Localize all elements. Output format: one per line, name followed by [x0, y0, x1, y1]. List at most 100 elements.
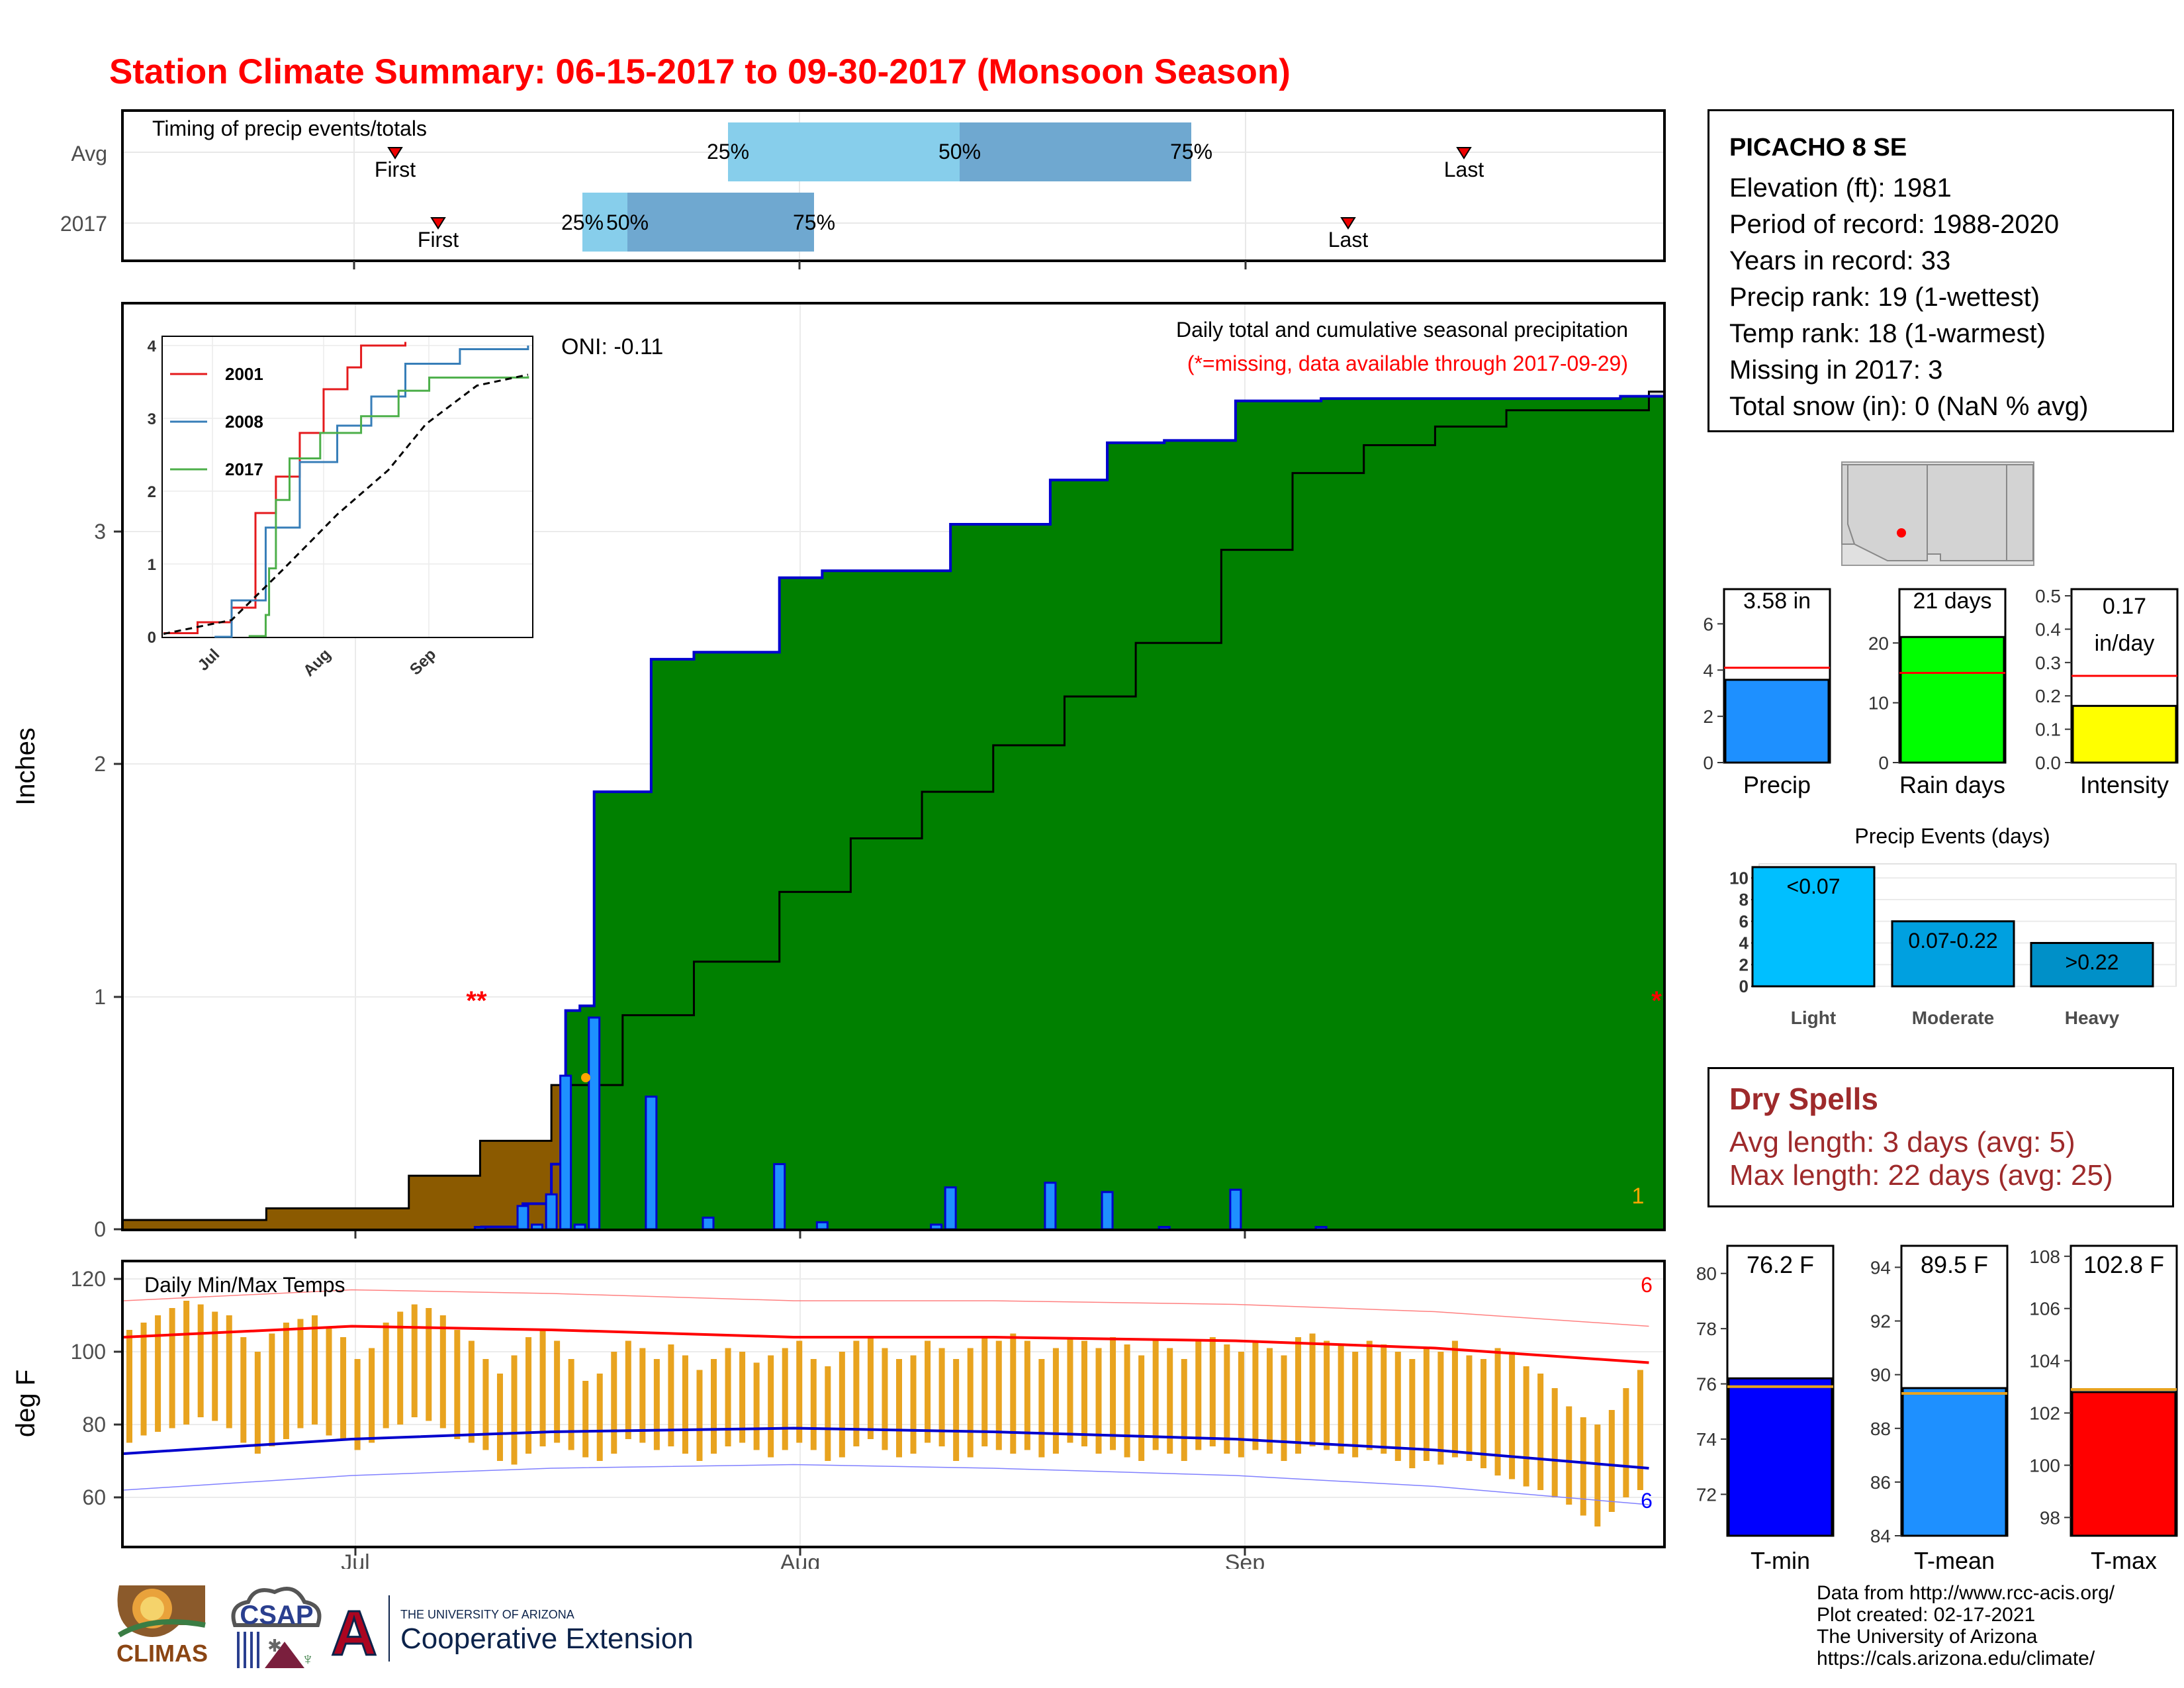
- tmax-tick-3: 104: [2029, 1351, 2060, 1372]
- inset-line-avg: [163, 373, 529, 635]
- tmax-tick-4: 106: [2029, 1299, 2060, 1319]
- events-bar-label-light: <0.07: [1787, 874, 1841, 898]
- temp-bar-75: [1195, 1340, 1202, 1450]
- daily-precip-bar-1: [516, 1205, 529, 1231]
- daily-precip-bar-3: [545, 1193, 558, 1231]
- precip-tick-3: 6: [1703, 614, 1713, 634]
- temp-bar-0: [126, 1330, 132, 1443]
- timing-avg-first-label: First: [375, 158, 416, 181]
- intensity-tick-2: 0.2: [2035, 686, 2061, 706]
- temp-bar-77: [1224, 1344, 1230, 1454]
- temp-bars: [126, 1301, 1643, 1526]
- csap-cloud-icon: [231, 1587, 322, 1627]
- map-station-dot: [1897, 528, 1906, 538]
- climas-swoosh: [117, 1619, 206, 1638]
- temp-bar-32: [582, 1381, 589, 1458]
- temp-bar-67: [1081, 1340, 1087, 1446]
- inset-ytick-3: 3: [148, 410, 156, 428]
- temp-bar-68: [1095, 1348, 1102, 1454]
- tmax-tick-0: 98: [2040, 1507, 2060, 1528]
- temp-bar-66: [1067, 1337, 1073, 1443]
- ua-big-text: Cooperative Extension: [400, 1622, 694, 1655]
- dry-spells-avg: Avg length: 3 days (avg: 5): [1729, 1126, 2075, 1158]
- temp-x-tick-marks: [354, 1547, 1246, 1556]
- tmax-tick-5: 108: [2029, 1246, 2060, 1267]
- temp-xtick-aug: Aug: [780, 1550, 821, 1569]
- summary-intensity: 0.0 0.1 0.2 0.3 0.4 0.5: [2035, 586, 2179, 773]
- temp-bar-17: [369, 1348, 375, 1443]
- timing-avg-last-label: Last: [1444, 158, 1484, 181]
- climas-logo: CLIMAS: [116, 1585, 208, 1667]
- ua-logo: A THE UNIVERSITY OF ARIZONA Cooperative …: [330, 1595, 694, 1670]
- tmin-avg-line: [123, 1427, 1649, 1470]
- temp-bar-99: [1537, 1374, 1544, 1490]
- temp-bar-76: [1209, 1337, 1216, 1446]
- temp-ytick-80: 80: [82, 1413, 106, 1436]
- temp-bar-24: [468, 1340, 475, 1443]
- summary-precip-label: Precip: [1743, 771, 1811, 798]
- main-y-ticks: 0 1 2 3: [94, 520, 106, 1241]
- events-bar-heavy: [2030, 942, 2154, 988]
- temp-bar-85: [1338, 1344, 1344, 1454]
- timing-2017-75-label: 75%: [793, 211, 835, 234]
- summary-intensity-label: Intensity: [2080, 771, 2169, 798]
- temp-bar-105: [1623, 1388, 1629, 1497]
- avg-cumulative-line: [124, 391, 1663, 1221]
- temp-bar-59: [967, 1348, 974, 1458]
- tmax-bar: [2071, 1391, 2177, 1537]
- temp-bar-60: [981, 1337, 988, 1446]
- summary-precip-value: 3.58 in: [1743, 588, 1811, 614]
- temp-bar-29: [539, 1330, 546, 1446]
- station-missing: Missing in 2017: 3: [1729, 355, 1943, 385]
- inset-legend: 2001 2008 2017: [170, 364, 263, 479]
- events-bar-light: [1751, 866, 1876, 988]
- daily-precip-bar-11: [930, 1223, 943, 1231]
- inset-ytick-2: 2: [148, 483, 156, 501]
- tmax-avg-line: [123, 1325, 1649, 1364]
- temp-bar-36: [639, 1348, 646, 1443]
- temp-bar-38: [668, 1344, 674, 1446]
- temp-bar-90: [1409, 1359, 1416, 1468]
- temp-bar-53: [882, 1348, 888, 1450]
- daily-precip-bar-2: [531, 1223, 544, 1231]
- csap-logo-text: CSAP: [240, 1601, 313, 1630]
- summary-tmean-value: 89.5 F: [1921, 1251, 1988, 1278]
- temp-bar-5: [197, 1304, 204, 1417]
- temp-bar-94: [1466, 1355, 1473, 1461]
- temp-x-ticks: Jul Aug Sep: [341, 1550, 1265, 1569]
- temp-bar-21: [426, 1308, 432, 1421]
- temp-bar-42: [725, 1348, 731, 1446]
- tmean-tick-1: 86: [1870, 1472, 1891, 1493]
- main-ytick-0: 0: [94, 1217, 106, 1241]
- cumulative-2017-area: [480, 396, 1663, 1229]
- events-ytick-5: 10: [1729, 868, 1749, 888]
- map-state-nm: [1927, 464, 2007, 561]
- temp-count-min: 6: [1641, 1489, 1653, 1513]
- temp-lines: [123, 1289, 1649, 1505]
- tmin-tick-0: 72: [1696, 1484, 1717, 1505]
- temp-bar-97: [1509, 1352, 1516, 1479]
- temp-bar-23: [454, 1330, 461, 1439]
- timing-row-label-2017: 2017: [60, 212, 107, 236]
- summary-tmax-label: T-max: [2091, 1547, 2157, 1574]
- temp-bar-79: [1252, 1340, 1259, 1450]
- daily-precip-bar-6: [588, 1016, 601, 1231]
- station-name: PICACHO 8 SE: [1729, 134, 1907, 162]
- daily-precip-bar-16: [1229, 1188, 1242, 1231]
- climas-sun-inner: [140, 1597, 164, 1620]
- temp-frame: [121, 1260, 1666, 1548]
- csap-cactus-icon: ♆: [301, 1649, 314, 1669]
- timing-panel: Timing of precip events/totals Avg 2017 …: [60, 109, 1666, 269]
- intensity-tick-4: 0.4: [2035, 619, 2061, 639]
- summary-tmean: 84 86 88 90 92 94: [1870, 1244, 2009, 1546]
- main-ytick-1: 1: [94, 985, 106, 1009]
- dry-spells-title: Dry Spells: [1729, 1082, 1878, 1116]
- temp-bar-57: [938, 1348, 945, 1446]
- temp-bar-11: [283, 1323, 289, 1439]
- below-avg-area: [124, 1085, 566, 1229]
- tmax-record-line: [123, 1289, 1649, 1327]
- tmean-tick-4: 92: [1870, 1311, 1891, 1332]
- raindays-tick-1: 10: [1868, 693, 1889, 714]
- temp-bar-88: [1381, 1344, 1387, 1454]
- ua-small-text: THE UNIVERSITY OF ARIZONA: [400, 1608, 574, 1621]
